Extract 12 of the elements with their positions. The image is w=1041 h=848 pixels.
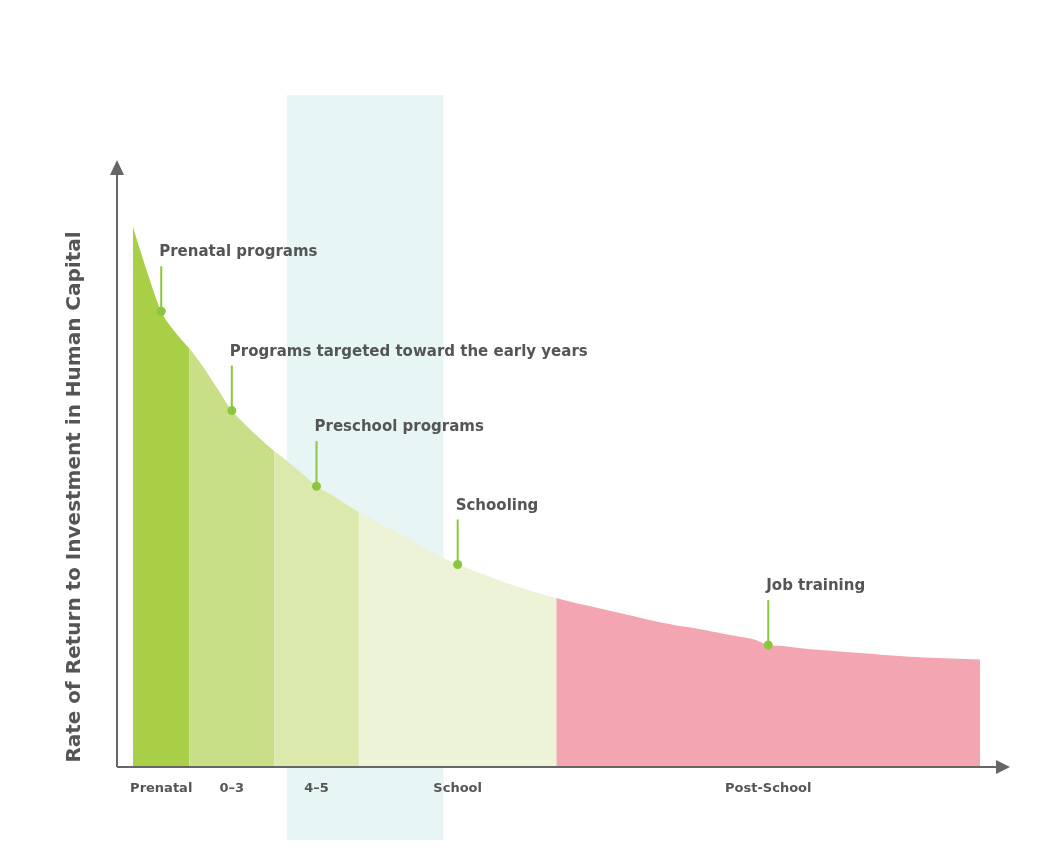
x-tick-label: Post-School <box>725 780 812 795</box>
y-axis-title: Rate of Return to Investment in Human Capital <box>61 231 85 763</box>
point <box>156 306 166 316</box>
x-tick-label: 0–3 <box>219 780 245 795</box>
x-tick-label: 4–5 <box>304 780 329 795</box>
x-tick-label: School <box>433 780 483 795</box>
annotation: Preschool programs <box>314 417 484 436</box>
annotation: Schooling <box>455 495 539 514</box>
annotation: Prenatal programs <box>159 242 318 261</box>
x-tick-label: Prenatal <box>130 780 193 795</box>
annotation: Job training <box>765 575 866 594</box>
annotation: Programs targeted toward the early years <box>229 341 588 360</box>
